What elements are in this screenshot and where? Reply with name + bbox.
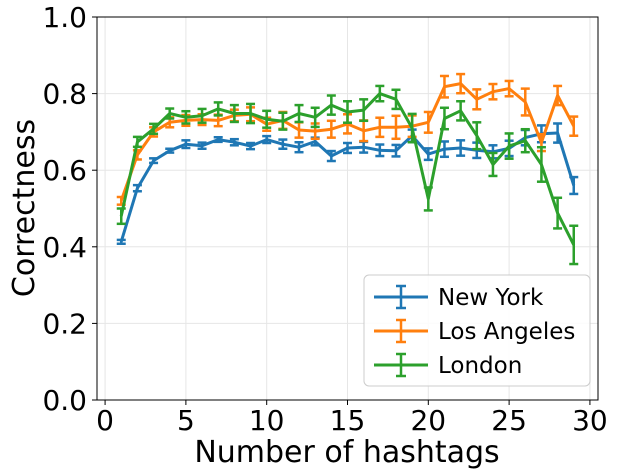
x-tick-label: 30 (572, 404, 608, 437)
legend-entry: New York (374, 284, 544, 311)
axis-ticks: 0 5 10 15 20 25 30 0.0 0.2 0.4 0.6 0.8 1.0 (42, 1, 607, 437)
series-group (116, 72, 579, 266)
series-london (116, 84, 579, 266)
y-axis-label: Correctness (7, 119, 42, 297)
legend-box (363, 274, 591, 387)
x-tick-label: 10 (249, 404, 285, 437)
series-line (119, 131, 576, 243)
y-tick-label: 0.8 (42, 78, 87, 111)
y-tick-label: 0.2 (42, 307, 87, 340)
y-tick-label: 0.0 (42, 384, 87, 417)
x-axis-label: Number of hashtags (194, 435, 499, 470)
legend-label: New York (438, 285, 544, 311)
legend: New York Los Angeles London (363, 274, 591, 387)
legend-label: London (438, 353, 522, 379)
x-tick-label: 5 (177, 404, 195, 437)
x-tick-label: 25 (491, 404, 527, 437)
x-tick-label: 15 (330, 404, 366, 437)
y-tick-label: 0.4 (42, 231, 87, 264)
series-line (119, 92, 576, 246)
legend-label: Los Angeles (438, 319, 575, 345)
x-tick-label: 0 (96, 404, 114, 437)
x-tick-label: 20 (410, 404, 446, 437)
y-tick-label: 0.6 (42, 154, 87, 187)
y-tick-label: 1.0 (42, 1, 87, 34)
legend-entry: Los Angeles (374, 318, 575, 345)
legend-entry: London (374, 352, 522, 379)
